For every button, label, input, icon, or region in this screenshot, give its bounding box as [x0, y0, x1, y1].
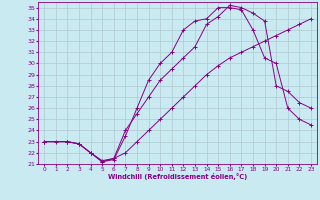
X-axis label: Windchill (Refroidissement éolien,°C): Windchill (Refroidissement éolien,°C): [108, 173, 247, 180]
